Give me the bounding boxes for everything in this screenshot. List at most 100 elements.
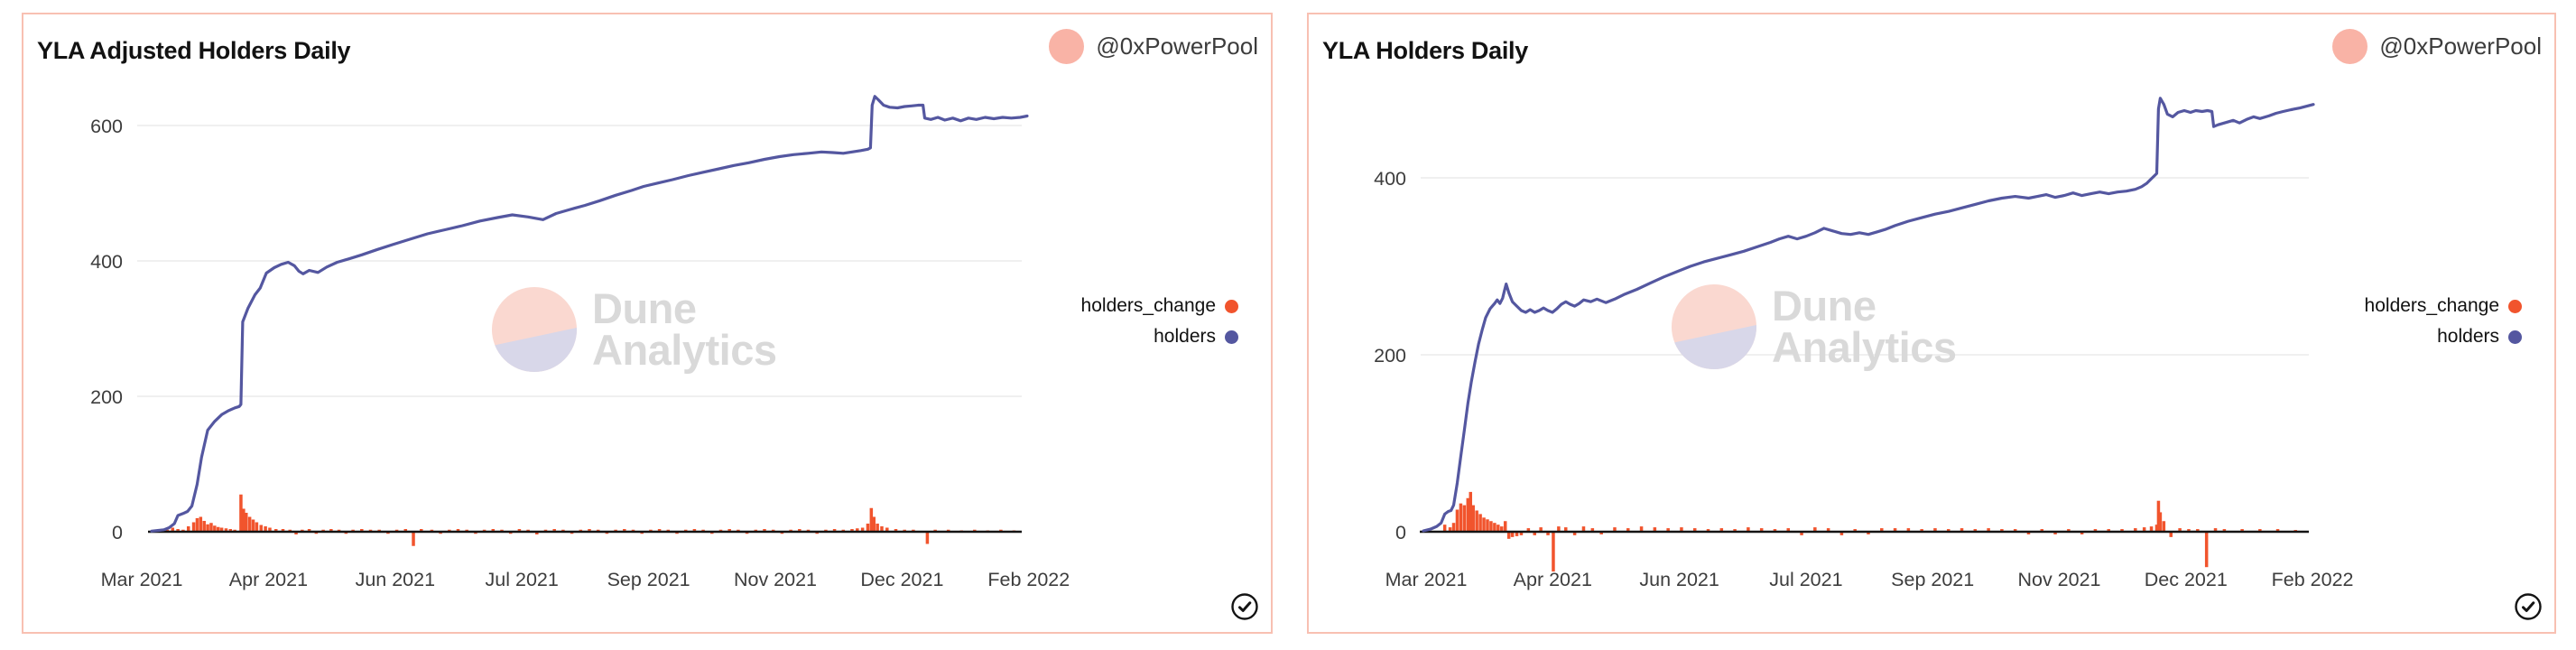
bar [2258,529,2262,532]
bar [268,527,272,532]
bar [2040,529,2044,532]
bar [1773,529,1777,532]
bar [2080,532,2084,534]
bar [1973,529,1978,532]
x-tick-label: Dec 2021 [860,569,943,590]
bar [1506,532,1511,539]
bar [1564,527,1568,532]
x-tick-label: Nov 2021 [734,569,817,590]
bar [1920,529,1923,532]
bar [2067,529,2071,532]
bar [2154,525,2159,532]
bar [360,529,364,532]
legend-item-holders[interactable]: holders [2437,326,2522,348]
bar [1692,528,1697,532]
bar [1510,532,1515,537]
holders-line [1422,97,2315,533]
bar [247,516,252,532]
bar [199,516,203,532]
x-tick-label: Sep 2021 [607,569,690,590]
holders-change-bars [1442,491,2298,572]
done-check-icon[interactable] [2514,592,2543,621]
bar [202,521,206,532]
x-tick-label: Sep 2021 [1891,569,1974,590]
x-tick-label: Dec 2021 [2145,569,2228,590]
bar [1475,510,1478,532]
bar [251,519,255,532]
bar [191,522,196,532]
holders-dot-icon [1225,330,1238,344]
bar [491,529,496,532]
bar [255,522,259,532]
legend: holders_change holders [1081,295,1238,348]
bar [1599,532,1603,534]
bar [872,516,876,532]
bar [657,529,662,532]
holders-change-dot-icon [1225,299,1238,313]
bar [219,527,224,532]
bar [1482,517,1486,532]
bar [1539,527,1543,532]
bar [186,526,190,532]
bar [2134,528,2137,532]
bar [850,529,854,532]
legend-item-holders-change[interactable]: holders_change [2365,295,2522,317]
bar [860,527,865,532]
x-tick-label: Feb 2022 [2272,569,2354,590]
bar [1448,527,1452,532]
bar [2093,529,2098,532]
bar [1489,521,1493,532]
bar [239,494,243,532]
bar [1557,526,1561,532]
bar [216,526,220,532]
x-tick-label: Jul 2021 [486,569,559,590]
bar [176,529,180,532]
bar [1462,505,1467,532]
bar [880,526,884,532]
bar [228,529,233,532]
bar [1626,528,1630,532]
bar [535,532,539,534]
chart-plot-adjusted-holders[interactable]: 0 200 400 600 Mar 2021 Apr 2021 Jun 2021 Jul 20… [23,14,1271,632]
bar [2187,529,2191,532]
chart-card-adjusted-holders: 0 200 400 600 Mar 2021 Apr 2021 Jun 2021 Jul 20… [22,13,1273,634]
account-name: @0xPowerPool [1096,32,1258,60]
done-check-icon[interactable] [1230,592,1259,621]
legend: holders_change holders [2365,295,2522,348]
bar [273,529,278,532]
bar [2204,532,2209,568]
legend-item-holders[interactable]: holders [1154,326,1238,348]
x-tick-label: Feb 2022 [987,569,1070,590]
bar [206,524,209,532]
bar [1572,532,1577,535]
bar [692,529,697,532]
bar [1500,526,1504,532]
bar [1867,532,1870,534]
bar [1906,528,1911,532]
account-name: @0xPowerPool [2379,32,2542,60]
bar [242,508,246,532]
account-link[interactable]: @0xPowerPool [1049,29,1258,64]
bar [224,528,228,532]
bar [1519,532,1524,535]
holders-line [150,95,1029,533]
legend-item-holders-change[interactable]: holders_change [1081,295,1238,317]
bar [2178,528,2182,532]
bar [2053,532,2057,534]
bar [1455,509,1459,532]
bar [1813,527,1817,532]
bar [1639,526,1644,532]
bar [1478,514,1482,532]
chart-plot-holders[interactable]: 0 200 400 Mar 2021 Apr 2021 Jun 2021 Jul 2021 S… [1309,14,2554,632]
bar [1747,527,1750,532]
bar [552,529,556,532]
bar [1839,532,1844,535]
page-title: YLA Adjusted Holders Daily [37,37,351,64]
bar [1853,529,1857,532]
bar [1466,497,1470,532]
account-link[interactable]: @0xPowerPool [2332,29,2542,64]
bar [1759,528,1764,532]
bar [925,532,930,544]
bar [1451,523,1456,532]
bar [2142,527,2146,532]
